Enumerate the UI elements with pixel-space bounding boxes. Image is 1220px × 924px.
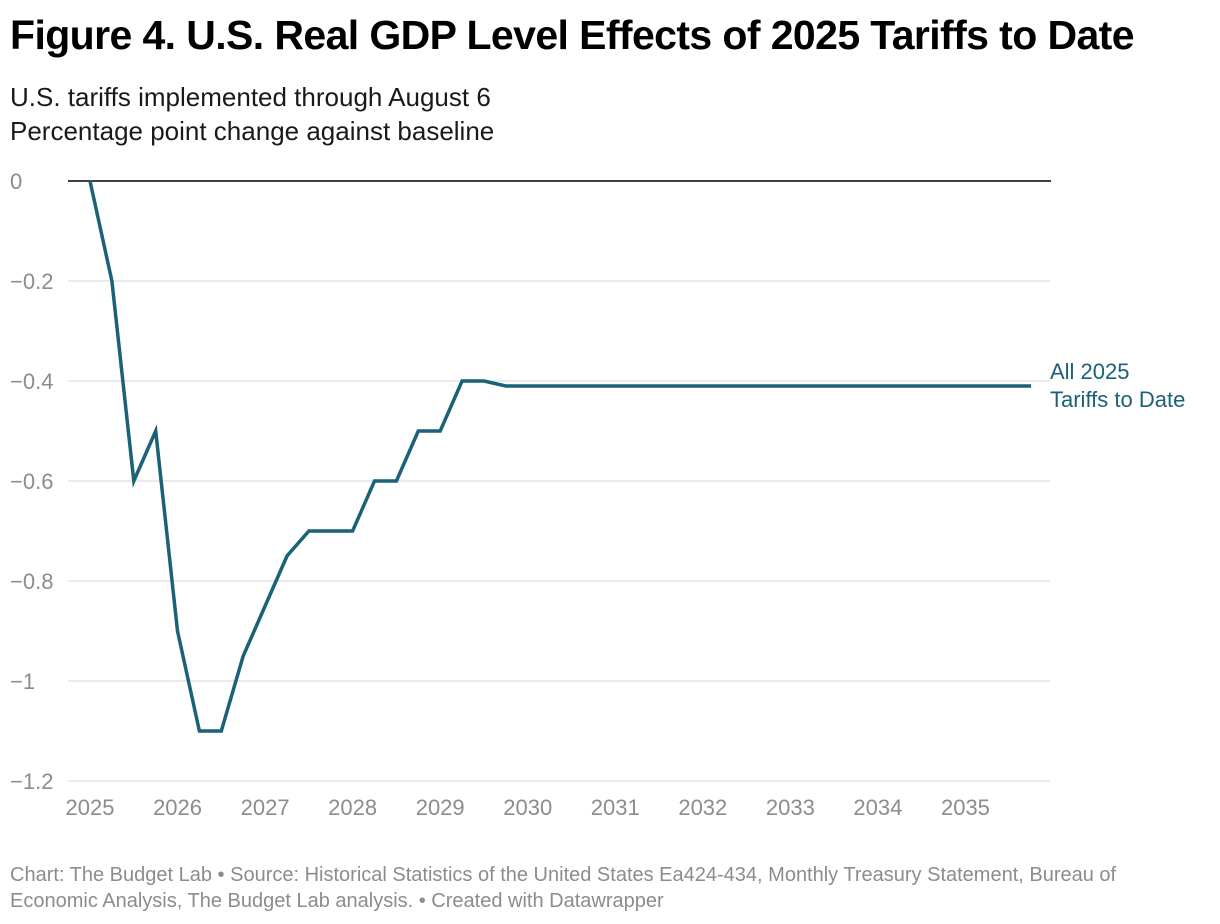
line-chart: 0 −0.2 −0.4 −0.6 −0.8 −1 −1.2 2025 2026 2027 2028…	[10, 169, 1185, 820]
y-tick-label: −1	[10, 669, 35, 694]
x-tick-label: 2034	[853, 795, 902, 820]
x-tick-label: 2027	[241, 795, 290, 820]
series-layer	[88, 180, 1032, 733]
x-tick-label: 2025	[66, 795, 115, 820]
y-tick-label: −0.8	[10, 569, 53, 594]
x-tick-label: 2029	[416, 795, 465, 820]
x-tick-label: 2026	[153, 795, 202, 820]
x-tick-label: 2035	[941, 795, 990, 820]
x-axis-ticks: 2025 2026 2027 2028 2029 2030 2031 2032 2033 2034…	[66, 795, 990, 820]
x-tick-label: 2028	[328, 795, 377, 820]
chart-subtitle: U.S. tariffs implemented through August …	[10, 82, 491, 112]
chart-unit-subtitle: Percentage point change against baseline	[10, 116, 495, 146]
y-tick-label: −0.6	[10, 469, 53, 494]
y-tick-label: 0	[10, 169, 22, 194]
gridlines	[68, 180, 1051, 782]
y-tick-label: −1.2	[10, 769, 53, 794]
y-axis-ticks: 0 −0.2 −0.4 −0.6 −0.8 −1 −1.2	[10, 169, 53, 794]
y-tick-label: −0.2	[10, 269, 53, 294]
x-tick-label: 2031	[591, 795, 640, 820]
series-label: All 2025 Tariffs to Date	[1050, 359, 1185, 412]
x-tick-label: 2032	[678, 795, 727, 820]
x-tick-label: 2030	[503, 795, 552, 820]
chart-footer-credits: Chart: The Budget Lab • Source: Historic…	[10, 864, 1117, 912]
y-tick-label: −0.4	[10, 369, 53, 394]
series-line	[88, 180, 1032, 733]
x-tick-label: 2033	[766, 795, 815, 820]
series-labels: All 2025 Tariffs to Date	[1050, 359, 1185, 412]
chart-title: Figure 4. U.S. Real GDP Level Effects of…	[10, 12, 1135, 58]
